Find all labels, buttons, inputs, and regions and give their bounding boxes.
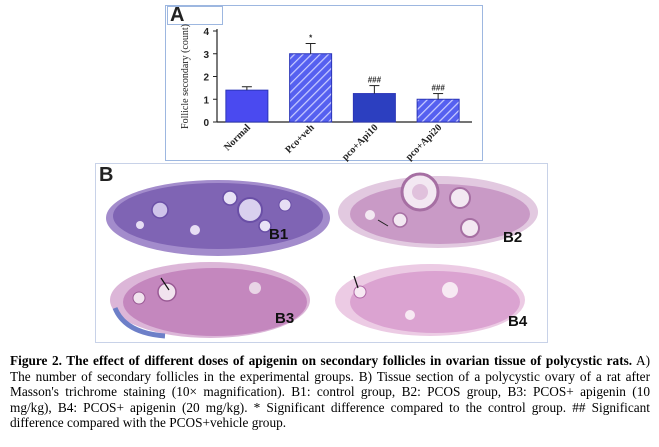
significance-label: * (309, 34, 313, 43)
y-tick-label: 1 (203, 95, 209, 106)
tissue-image-b2 (338, 172, 538, 248)
caption-text: A) The number of secondary follicles in … (10, 353, 650, 431)
tissue-label-b2: B2 (503, 229, 523, 246)
tissue-image-b3 (110, 262, 310, 339)
panel-a-tab (167, 6, 223, 25)
bar (416, 98, 460, 123)
tissue-label-b3: B3 (275, 310, 295, 327)
category-label: pco+Api20 (404, 122, 444, 162)
panel-a-frame (165, 5, 483, 161)
significance-label: ### (431, 84, 445, 93)
figure-caption: Figure 2. The effect of different doses … (10, 353, 650, 431)
y-tick-label: 0 (203, 118, 209, 129)
category-label: Pco+veh (283, 122, 317, 156)
tissue-image-b1 (106, 180, 330, 256)
tissue-image-b4 (335, 264, 525, 336)
significance-label: ### (368, 76, 382, 85)
tissue-label-b1: B1 (269, 226, 289, 243)
category-label: Normal (222, 122, 253, 153)
tissue-label-b4: B4 (508, 313, 528, 330)
y-tick-label: 2 (203, 73, 209, 84)
category-label: pco+Api10 (340, 122, 380, 162)
panel-b-label: B (99, 164, 114, 186)
caption-title: Figure 2. The effect of different doses … (10, 353, 633, 368)
panel-a-label: A (170, 4, 185, 26)
bar (225, 89, 269, 123)
bar (289, 53, 333, 123)
y-axis-label: Follicle secondary (count) (180, 24, 191, 129)
y-tick-label: 3 (203, 50, 209, 61)
y-tick-label: 4 (203, 27, 209, 38)
bar (352, 93, 396, 123)
